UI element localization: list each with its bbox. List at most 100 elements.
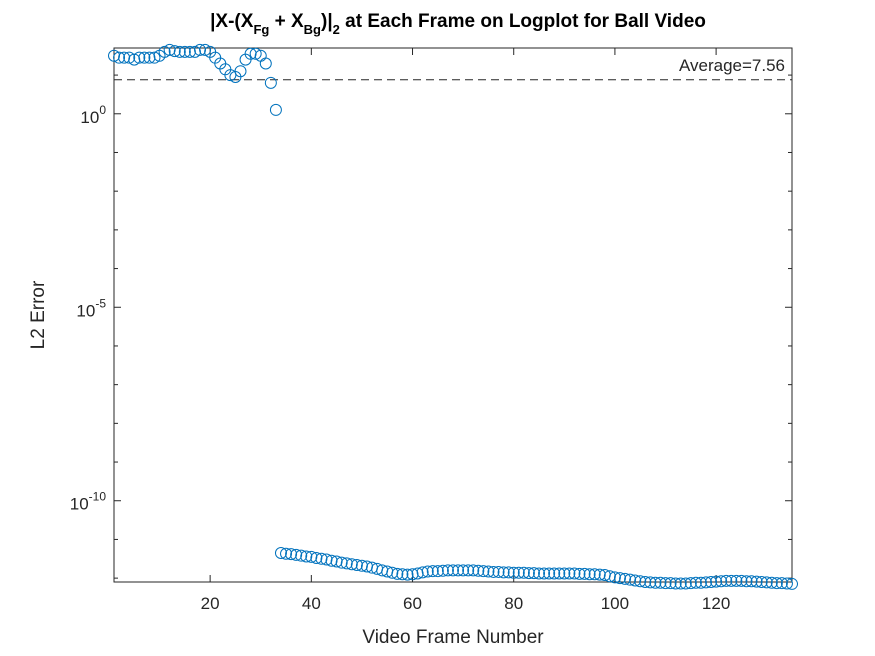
data-point: [492, 565, 505, 578]
data-point: [548, 567, 561, 580]
data-point: [249, 47, 262, 60]
data-point: [305, 550, 318, 563]
data-point: [527, 567, 540, 580]
data-point: [168, 45, 181, 58]
data-point: [639, 576, 652, 588]
data-point: [108, 49, 120, 62]
data-point: [421, 565, 434, 578]
data-point: [497, 566, 510, 579]
chart-title: |X-(XFg + XBg)|2 at Each Frame on Logplo…: [210, 11, 706, 37]
data-point: [669, 577, 682, 590]
data-point: [340, 557, 353, 570]
average-label: Average=7.56: [679, 56, 785, 75]
y-axis-label: L2 Error: [28, 280, 49, 349]
data-point: [431, 565, 444, 578]
data-point: [558, 567, 571, 580]
data-point: [436, 564, 449, 577]
data-point: [720, 574, 733, 587]
data-point: [487, 565, 500, 578]
data-point: [538, 567, 551, 580]
data-point: [138, 51, 151, 64]
data-point: [634, 575, 647, 588]
y-tick-label: 10-5: [76, 296, 106, 320]
y-tick-exponent: -10: [89, 490, 107, 504]
data-point: [624, 573, 637, 586]
data-point: [664, 577, 677, 590]
data-point: [715, 575, 728, 588]
data-point: [502, 566, 515, 579]
data-point: [517, 566, 530, 579]
data-point: [613, 572, 626, 585]
data-point: [755, 576, 768, 588]
data-point: [244, 47, 257, 60]
data-point: [786, 577, 798, 590]
data-point: [482, 565, 495, 578]
data-point: [603, 570, 616, 583]
data-point: [710, 575, 723, 588]
data-point: [694, 576, 707, 589]
data-point: [750, 575, 763, 588]
data-point: [396, 568, 409, 581]
title-sub-2: 2: [333, 22, 340, 37]
data-point: [416, 566, 429, 579]
x-axis-label: Video Frame Number: [362, 627, 544, 648]
data-point: [512, 566, 525, 579]
data-point: [113, 51, 126, 64]
title-part-close: )|: [321, 11, 333, 32]
data-point: [765, 576, 778, 589]
y-tick-base: 10: [76, 301, 95, 320]
y-tick-base: 10: [80, 108, 99, 127]
data-point: [295, 549, 308, 562]
data-point: [158, 45, 171, 58]
data-point: [608, 571, 621, 584]
data-point: [148, 51, 161, 64]
data-point: [143, 51, 156, 64]
x-tick-label: 40: [302, 594, 321, 613]
data-point: [315, 552, 328, 565]
y-tick-label: 100: [80, 103, 106, 127]
data-point: [593, 568, 606, 581]
data-point: [654, 576, 667, 589]
data-point: [522, 567, 535, 580]
data-point: [543, 567, 556, 580]
x-tick-label: 60: [403, 594, 422, 613]
data-point: [735, 574, 748, 587]
data-point: [745, 575, 758, 588]
data-point: [441, 564, 454, 577]
data-point: [133, 51, 146, 64]
data-point: [290, 548, 303, 561]
data-point: [447, 564, 459, 577]
data-point: [386, 566, 399, 579]
data-point: [699, 576, 712, 589]
data-point: [345, 558, 358, 571]
data-point: [472, 564, 485, 577]
data-point: [629, 574, 642, 587]
data-point: [335, 556, 348, 569]
data-point: [725, 574, 738, 587]
data-point: [462, 564, 475, 577]
data-point: [452, 564, 465, 577]
data-point: [224, 69, 237, 82]
data-point: [163, 43, 176, 56]
data-point: [118, 51, 131, 64]
x-tick-label: 80: [504, 594, 523, 613]
y-tick-base: 10: [70, 495, 89, 514]
data-point: [457, 564, 470, 577]
data-point: [194, 43, 207, 56]
data-point: [401, 568, 414, 581]
data-point: [644, 576, 657, 589]
x-tick-label: 100: [601, 594, 629, 613]
data-point: [467, 564, 480, 577]
data-point: [649, 576, 662, 589]
title-sub-fg: Fg: [253, 22, 269, 37]
data-points: [108, 43, 798, 590]
title-part-pre: |X-(X: [210, 11, 254, 32]
x-tick-label: 120: [702, 594, 730, 613]
x-tick-label: 20: [201, 594, 220, 613]
data-point: [325, 554, 338, 567]
data-point: [123, 51, 136, 64]
data-point: [300, 550, 313, 563]
title-part-mid: + X: [269, 11, 304, 32]
